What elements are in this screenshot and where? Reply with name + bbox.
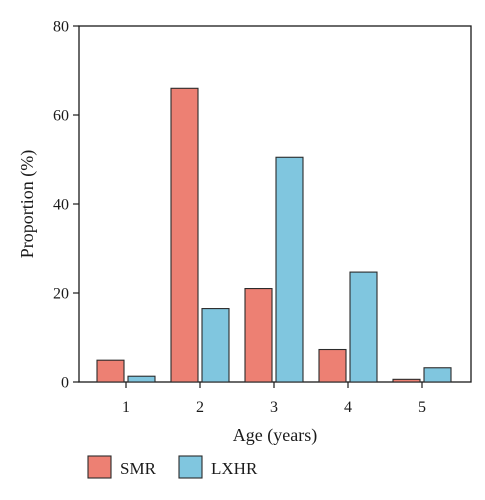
bar-lxhr-age-2 — [201, 308, 230, 383]
bar-smr-age-4 — [318, 348, 347, 383]
y-tick-label: 80 — [53, 19, 69, 36]
y-tick-label: 40 — [53, 197, 69, 214]
x-tick-label: 2 — [196, 399, 204, 416]
bars — [96, 87, 452, 383]
x-tick-label: 5 — [418, 399, 426, 416]
legend-label-smr: SMR — [120, 459, 157, 478]
bar-smr-age-3 — [244, 287, 273, 383]
bar-lxhr-age-1 — [127, 375, 156, 383]
bar-lxhr-age-3 — [275, 156, 304, 383]
y-axis-title: Proportion (%) — [17, 150, 38, 258]
y-tick-label: 60 — [53, 108, 69, 125]
bar-smr-age-5 — [392, 378, 421, 383]
y-tick-label: 20 — [53, 286, 69, 303]
y-tick-label: 0 — [61, 375, 69, 392]
bar-smr-age-2 — [170, 87, 199, 383]
plot-area-border — [78, 25, 472, 383]
legend-swatch-smr — [87, 455, 112, 479]
x-tick-label: 1 — [122, 399, 130, 416]
x-tick-label: 3 — [270, 399, 278, 416]
legend-swatch-lxhr — [178, 455, 203, 479]
bar-lxhr-age-5 — [423, 367, 452, 383]
legend: SMR LXHR — [87, 455, 258, 479]
bar-smr-age-1 — [96, 359, 125, 383]
legend-label-lxhr: LXHR — [211, 459, 258, 478]
x-axis-title: Age (years) — [233, 425, 317, 446]
x-axis-ticks: 1 2 3 4 5 — [122, 382, 426, 416]
bar-lxhr-age-4 — [349, 271, 378, 383]
plot-frame — [78, 25, 472, 383]
y-axis-ticks: 0 20 40 60 80 — [53, 19, 79, 392]
x-tick-label: 4 — [344, 399, 352, 416]
